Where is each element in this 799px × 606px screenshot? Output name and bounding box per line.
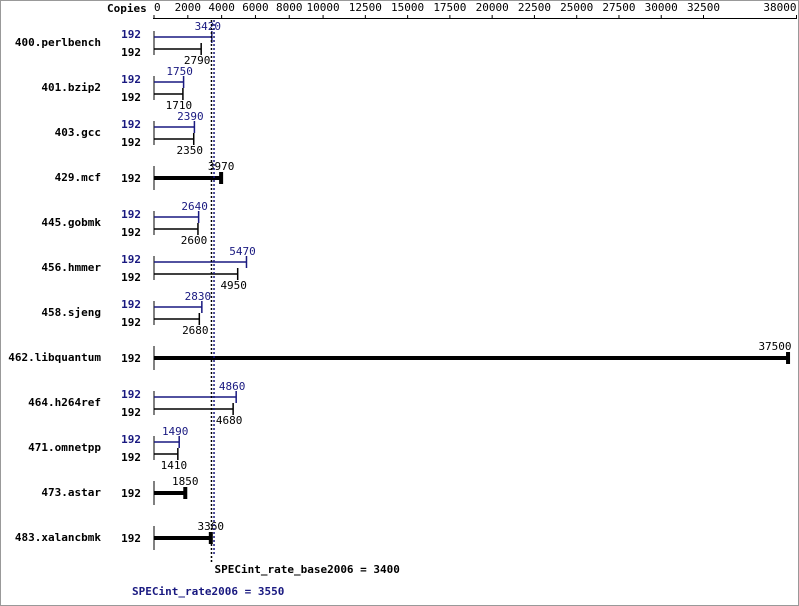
value-label: 1410 bbox=[161, 459, 188, 472]
bar bbox=[154, 121, 196, 133]
category-label: 483.xalancbmk bbox=[15, 531, 101, 544]
value-label: 37500 bbox=[758, 340, 791, 353]
category-label: 473.astar bbox=[41, 486, 101, 499]
x-tick-label: 38000 bbox=[763, 1, 796, 14]
copies-label: 192 bbox=[121, 406, 141, 419]
value-label: 1750 bbox=[166, 65, 193, 78]
copies-label: 192 bbox=[121, 352, 141, 365]
axis-title: Copies bbox=[107, 2, 147, 15]
value-label: 3360 bbox=[198, 520, 225, 533]
category-label: 445.gobmk bbox=[41, 216, 101, 229]
bar bbox=[154, 76, 185, 88]
category-label: 400.perlbench bbox=[15, 36, 101, 49]
copies-label: 192 bbox=[121, 451, 141, 464]
copies-label: 192 bbox=[121, 73, 141, 86]
x-tick-label: 25000 bbox=[560, 1, 593, 14]
bar bbox=[154, 256, 248, 268]
bar bbox=[154, 133, 195, 145]
copies-label: 192 bbox=[121, 118, 141, 131]
bar bbox=[154, 88, 184, 100]
copies-label: 192 bbox=[121, 226, 141, 239]
bar bbox=[154, 436, 180, 448]
value-label: 2600 bbox=[181, 234, 208, 247]
reference-label: SPECint_rate_base2006 = 3400 bbox=[214, 563, 399, 576]
copies-label: 192 bbox=[121, 316, 141, 329]
bar bbox=[154, 391, 237, 403]
copies-label: 192 bbox=[121, 388, 141, 401]
x-tick-label: 8000 bbox=[276, 1, 303, 14]
copies-label: 192 bbox=[121, 172, 141, 185]
x-tick-label: 30000 bbox=[645, 1, 678, 14]
copies-label: 192 bbox=[121, 136, 141, 149]
value-label: 1490 bbox=[162, 425, 189, 438]
value-label: 4680 bbox=[216, 414, 243, 427]
copies-label: 192 bbox=[121, 208, 141, 221]
value-label: 2830 bbox=[185, 290, 212, 303]
category-label: 464.h264ref bbox=[28, 396, 101, 409]
x-tick-label: 15000 bbox=[391, 1, 424, 14]
value-label: 2350 bbox=[176, 144, 203, 157]
x-tick-label: 17500 bbox=[433, 1, 466, 14]
x-tick-label: 12500 bbox=[349, 1, 382, 14]
bar bbox=[154, 403, 234, 415]
copies-label: 192 bbox=[121, 46, 141, 59]
bar bbox=[154, 43, 202, 55]
category-label: 458.sjeng bbox=[41, 306, 101, 319]
category-label: 401.bzip2 bbox=[41, 81, 101, 94]
category-label: 471.omnetpp bbox=[28, 441, 101, 454]
copies-label: 192 bbox=[121, 487, 141, 500]
bar bbox=[154, 211, 200, 223]
copies-label: 192 bbox=[121, 91, 141, 104]
value-label: 4950 bbox=[220, 279, 247, 292]
x-tick-label: 6000 bbox=[242, 1, 269, 14]
bar bbox=[154, 487, 188, 499]
value-label: 1850 bbox=[172, 475, 199, 488]
value-label: 4860 bbox=[219, 380, 246, 393]
category-label: 429.mcf bbox=[55, 171, 101, 184]
copies-label: 192 bbox=[121, 271, 141, 284]
x-tick-label: 32500 bbox=[687, 1, 720, 14]
bar bbox=[154, 172, 224, 184]
copies-label: 192 bbox=[121, 433, 141, 446]
copies-label: 192 bbox=[121, 253, 141, 266]
x-tick-label: 0 bbox=[154, 1, 161, 14]
value-label: 1710 bbox=[166, 99, 193, 112]
category-label: 403.gcc bbox=[55, 126, 101, 139]
bar bbox=[154, 313, 201, 325]
value-label: 2640 bbox=[181, 200, 208, 213]
x-tick-label: 22500 bbox=[518, 1, 551, 14]
x-tick-label: 20000 bbox=[476, 1, 509, 14]
category-label: 462.libquantum bbox=[8, 351, 101, 364]
x-tick-label: 4000 bbox=[208, 1, 235, 14]
reference-label: SPECint_rate2006 = 3550 bbox=[132, 585, 284, 598]
copies-label: 192 bbox=[121, 298, 141, 311]
x-tick-label: 27500 bbox=[602, 1, 635, 14]
value-label: 2680 bbox=[182, 324, 209, 337]
bar bbox=[154, 352, 791, 364]
copies-label: 192 bbox=[121, 532, 141, 545]
value-label: 2790 bbox=[184, 54, 211, 67]
category-label: 456.hmmer bbox=[41, 261, 101, 274]
x-tick-label: 2000 bbox=[175, 1, 202, 14]
bar bbox=[154, 223, 199, 235]
bar bbox=[154, 448, 179, 460]
copies-label: 192 bbox=[121, 28, 141, 41]
bar bbox=[154, 268, 239, 280]
value-label: 2390 bbox=[177, 110, 204, 123]
bar bbox=[154, 301, 203, 313]
value-label: 3420 bbox=[195, 20, 222, 33]
x-tick-label: 10000 bbox=[307, 1, 340, 14]
value-label: 5470 bbox=[229, 245, 256, 258]
